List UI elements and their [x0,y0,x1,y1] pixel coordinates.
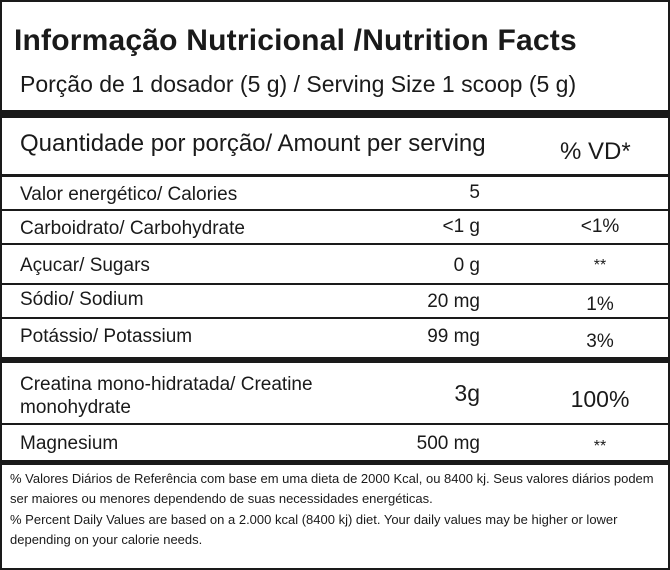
row-creatine-amount: 3g [454,380,480,406]
divider-header [2,174,668,177]
row-potassium-dv: 3% [586,331,614,352]
row-creatine-name-line2: monohydrate [20,397,131,418]
thick-divider-top [2,110,668,118]
row-sodium-name: Sódio/ Sodium [20,289,144,310]
row-magnesium-name: Magnesium [20,433,119,454]
row-calories-amount: 5 [469,182,480,203]
serving-size: Porção de 1 dosador (5 g) / Serving Size… [20,71,577,97]
row-calories-name: Valor energético/ Calories [20,184,238,205]
amount-per-serving-header: Quantidade por porção/ Amount per servin… [20,130,486,157]
row-creatine-name-line1: Creatina mono-hidratada/ Creatine [20,374,313,395]
thick-divider-bottom [2,460,668,465]
row-divider [2,209,668,211]
row-sodium-amount: 20 mg [427,291,480,312]
row-sugars-dv: ** [593,257,607,274]
row-sugars-amount: 0 g [453,255,480,276]
row-magnesium-amount: 500 mg [416,433,480,454]
row-divider [2,243,668,245]
footnote-english: % Percent Daily Values are based on a 2.… [10,512,618,547]
row-creatine-name: Creatina mono-hidratada/ Creatine monohy… [20,373,313,419]
row-potassium-name: Potássio/ Potassium [20,326,193,347]
daily-value-header: % VD* [560,138,631,165]
row-divider [2,423,668,425]
row-divider [2,317,668,319]
footnote-portuguese: % Valores Diários de Referência com base… [10,471,654,506]
row-magnesium-dv: ** [593,438,607,455]
thick-divider-middle [2,357,668,363]
row-sodium-dv: 1% [586,294,614,315]
row-carbohydrate-name: Carboidrato/ Carbohydrate [20,218,245,239]
row-divider [2,283,668,285]
label-title: Informação Nutricional /Nutrition Facts [14,24,577,57]
row-creatine-dv: 100% [570,386,630,412]
row-potassium-amount: 99 mg [427,326,480,347]
row-carbohydrate-amount: <1 g [442,216,480,237]
row-sugars-name: Açucar/ Sugars [20,255,150,276]
row-carbohydrate-dv: <1% [580,216,620,237]
